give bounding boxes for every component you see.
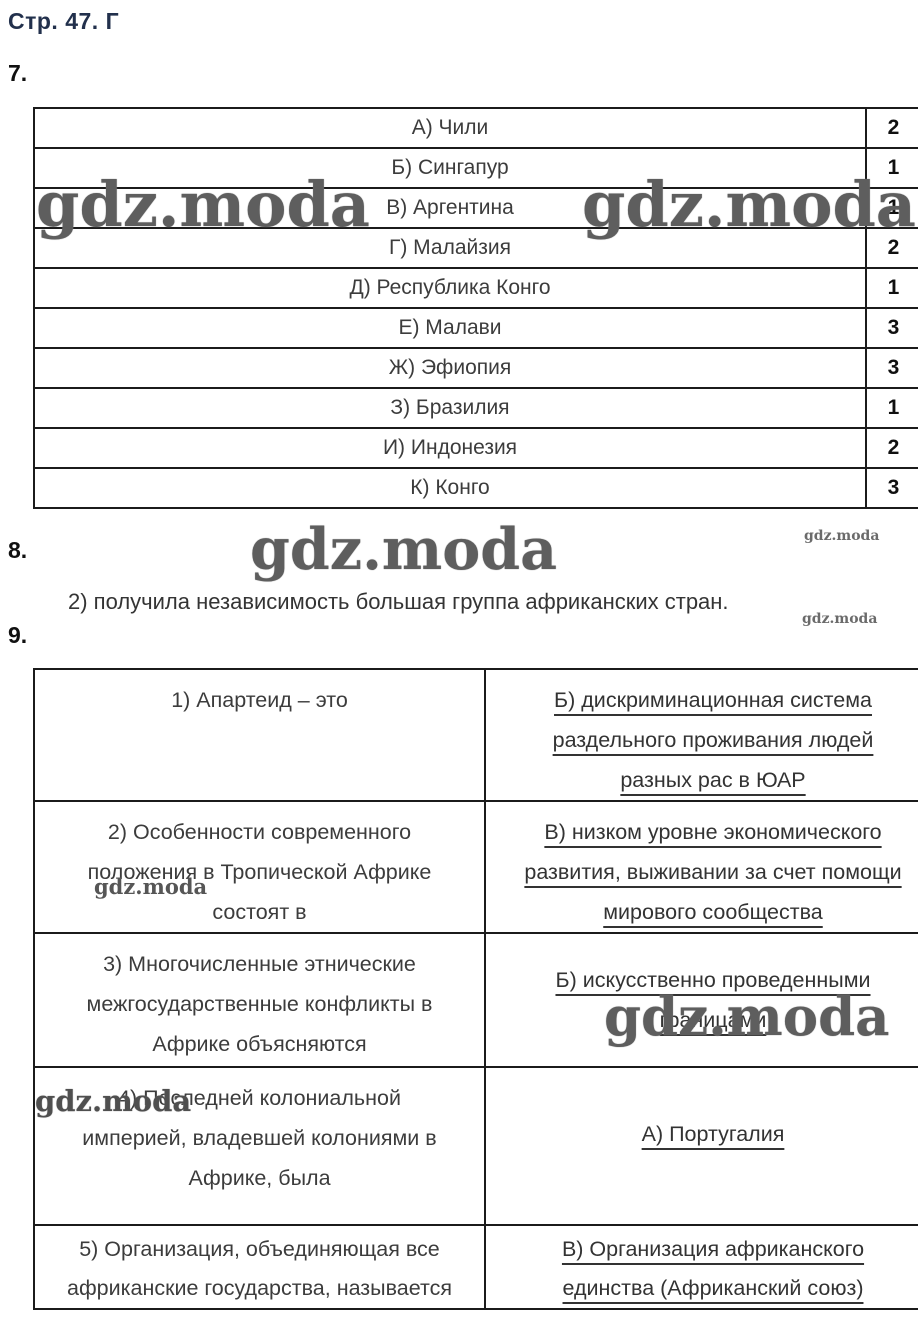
answer-line: раздельного проживания людей xyxy=(552,728,874,752)
question-line: состоят в xyxy=(212,900,307,924)
answer-number-cell: 1 xyxy=(865,187,918,229)
gdz-moda-watermark: gdz.moda xyxy=(250,516,558,583)
answer-number-cell: 3 xyxy=(865,347,918,389)
country-cell: З) Бразилия xyxy=(33,387,867,429)
country-cell: И) Индонезия xyxy=(33,427,867,469)
country-cell: К) Конго xyxy=(33,467,867,509)
table-row: Ж) Эфиопия 3 xyxy=(33,347,918,389)
question-8-answer-text: 2) получила независимость большая группа… xyxy=(68,589,729,614)
country-cell: Д) Республика Конго xyxy=(33,267,867,309)
table-row: В) Аргентина 1 xyxy=(33,187,918,229)
question-line: империей, владевшей колониями в xyxy=(82,1126,437,1150)
question-line: 1) Апартеид – это xyxy=(171,688,348,712)
page-title: Стр. 47. Г xyxy=(8,8,120,34)
answer-number-cell: 1 xyxy=(865,147,918,189)
answer-line: разных рас в ЮАР xyxy=(620,768,806,792)
table-row: Б) Сингапур 1 xyxy=(33,147,918,189)
answer-number-cell: 2 xyxy=(865,427,918,469)
country-cell: В) Аргентина xyxy=(33,187,867,229)
gdz-moda-watermark: gdz.moda xyxy=(804,528,880,544)
answer-number-cell: 2 xyxy=(865,107,918,149)
country-cell: Г) Малайзия xyxy=(33,227,867,269)
answer-line: А) Португалия xyxy=(641,1122,785,1146)
table-row: Г) Малайзия 2 xyxy=(33,227,918,269)
question-8-number: 8. xyxy=(8,537,28,563)
question-cell: 1) Апартеид – это xyxy=(33,668,486,802)
question-9-number: 9. xyxy=(8,622,28,648)
question-line: 3) Многочисленные этнические xyxy=(103,952,416,976)
country-cell: А) Чили xyxy=(33,107,867,149)
answer-cell: Б) искусственно проведенными границами xyxy=(484,932,918,1068)
table-row: Е) Малави 3 xyxy=(33,307,918,349)
question-line: межгосударственные конфликты в xyxy=(86,992,433,1016)
answer-line: Б) дискриминационная система xyxy=(554,688,872,712)
question-line: 5) Организация, объединяющая все xyxy=(79,1237,440,1261)
answer-cell: В) низком уровне экономического развития… xyxy=(484,800,918,934)
answer-line: единства (Африканский союз) xyxy=(562,1276,864,1300)
country-cell: Б) Сингапур xyxy=(33,147,867,189)
table-row: 2) Особенности современного положения в … xyxy=(33,800,918,934)
table-row: К) Конго 3 xyxy=(33,467,918,509)
answer-number-cell: 1 xyxy=(865,387,918,429)
table-row: З) Бразилия 1 xyxy=(33,387,918,429)
questions-answers-table: 1) Апартеид – это Б) дискриминационная с… xyxy=(33,668,918,1310)
table-row: И) Индонезия 2 xyxy=(33,427,918,469)
table-row: 5) Организация, объединяющая все африкан… xyxy=(33,1224,918,1310)
answer-line: развития, выживании за счет помощи xyxy=(524,860,902,884)
question-line: положения в Тропической Африке xyxy=(87,860,432,884)
question-line: 4) Последней колониальной xyxy=(118,1086,401,1110)
answer-line: границами xyxy=(659,1008,767,1032)
answer-number-cell: 3 xyxy=(865,307,918,349)
table-row: А) Чили 2 xyxy=(33,107,918,149)
question-line: 2) Особенности современного xyxy=(107,820,412,844)
table-row: 1) Апартеид – это Б) дискриминационная с… xyxy=(33,668,918,802)
table-row: 4) Последней колониальной империей, влад… xyxy=(33,1066,918,1226)
question-7-number: 7. xyxy=(8,60,28,86)
answer-number-cell: 3 xyxy=(865,467,918,509)
answer-cell: В) Организация африканского единства (Аф… xyxy=(484,1224,918,1310)
question-cell: 5) Организация, объединяющая все африкан… xyxy=(33,1224,486,1310)
answer-line: В) Организация африканского xyxy=(561,1237,865,1261)
answer-cell: Б) дискриминационная система раздельного… xyxy=(484,668,918,802)
question-cell: 4) Последней колониальной империей, влад… xyxy=(33,1066,486,1226)
answer-line: В) низком уровне экономического xyxy=(544,820,882,844)
question-line: Африке, была xyxy=(188,1166,331,1190)
gdz-moda-watermark: gdz.moda xyxy=(802,611,878,627)
country-cell: Е) Малави xyxy=(33,307,867,349)
answer-cell: А) Португалия xyxy=(484,1066,918,1226)
country-cell: Ж) Эфиопия xyxy=(33,347,867,389)
answer-number-cell: 2 xyxy=(865,227,918,269)
answer-line: мирового сообщества xyxy=(603,900,823,924)
countries-match-table: А) Чили 2 Б) Сингапур 1 В) Аргентина 1 Г… xyxy=(33,107,918,509)
answer-number-cell: 1 xyxy=(865,267,918,309)
question-line: Африке объясняются xyxy=(152,1032,367,1056)
question-cell: 3) Многочисленные этнические межгосударс… xyxy=(33,932,486,1068)
table-row: 3) Многочисленные этнические межгосударс… xyxy=(33,932,918,1068)
question-line: африканские государства, называется xyxy=(67,1276,452,1300)
table-row: Д) Республика Конго 1 xyxy=(33,267,918,309)
question-cell: 2) Особенности современного положения в … xyxy=(33,800,486,934)
answer-line: Б) искусственно проведенными xyxy=(555,968,871,992)
